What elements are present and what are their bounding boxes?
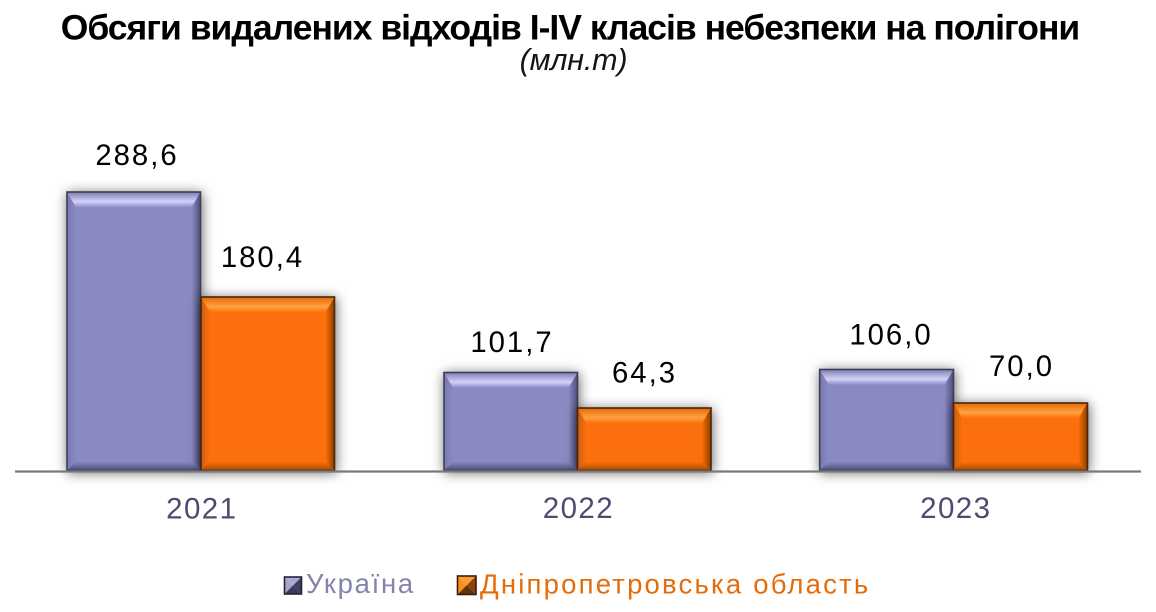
svg-text:(млн.т): (млн.т) — [520, 43, 628, 77]
svg-text:288,6: 288,6 — [95, 139, 178, 172]
svg-text:180,4: 180,4 — [221, 241, 304, 274]
svg-text:2021: 2021 — [166, 492, 237, 525]
svg-text:2023: 2023 — [920, 492, 991, 525]
svg-text:101,7: 101,7 — [470, 326, 553, 359]
svg-text:106,0: 106,0 — [849, 319, 932, 352]
svg-text:Обсяги видалених відходів І-IV: Обсяги видалених відходів І-IV класів не… — [61, 8, 1080, 48]
svg-text:Дніпропетровська область: Дніпропетровська область — [480, 569, 870, 600]
svg-text:64,3: 64,3 — [612, 357, 677, 390]
svg-text:2022: 2022 — [543, 492, 614, 525]
svg-text:70,0: 70,0 — [989, 350, 1054, 383]
svg-text:Україна: Україна — [306, 568, 415, 599]
